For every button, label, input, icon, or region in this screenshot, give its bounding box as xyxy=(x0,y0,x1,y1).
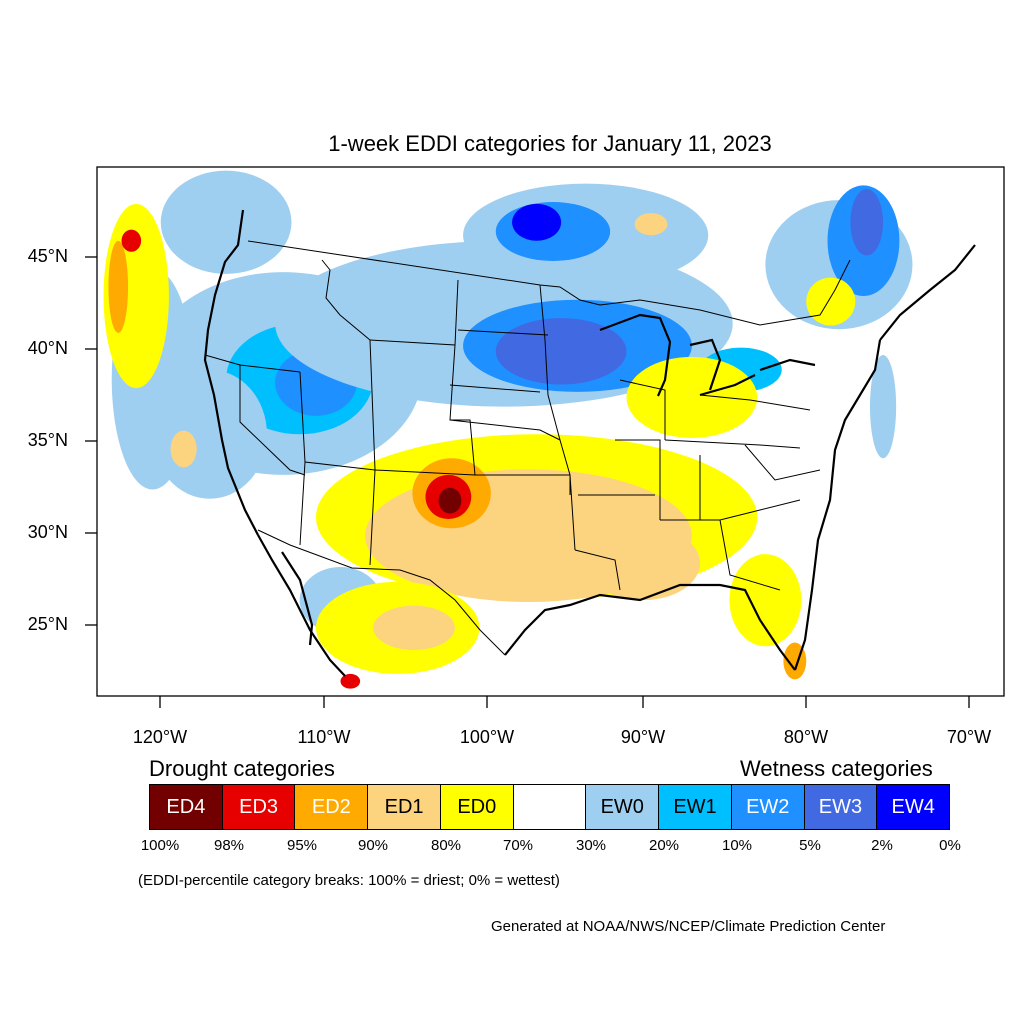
lat-label: 30°N xyxy=(27,522,68,542)
legend-cell-ew4: EW4 xyxy=(876,784,951,830)
legend-cell-ew3: EW3 xyxy=(803,784,878,830)
lon-label: 70°W xyxy=(946,727,992,747)
legend-cell-ed3: ED3 xyxy=(221,784,296,830)
legend-cell-ew2: EW2 xyxy=(730,784,805,830)
region-ed0 xyxy=(626,356,758,438)
region-ed1 xyxy=(585,526,701,601)
break-label: 80% xyxy=(430,837,462,854)
map-title: 1-week EDDI categories for January 11, 2… xyxy=(328,131,772,156)
region-ed1 xyxy=(170,430,197,468)
break-label: 30% xyxy=(575,837,607,854)
legend-cell-ew1: EW1 xyxy=(658,784,732,830)
wetness-heading: Wetness categories xyxy=(740,756,933,781)
break-label: 0% xyxy=(939,837,961,854)
lat-ticks xyxy=(85,256,97,626)
lat-label: 40°N xyxy=(27,338,68,358)
region-ed1 xyxy=(634,213,668,236)
state-boundaries xyxy=(204,240,851,656)
lon-label: 120°W xyxy=(132,727,188,747)
region-ew0 xyxy=(160,170,292,274)
lat-label: 35°N xyxy=(27,430,68,450)
break-label: 10% xyxy=(721,837,753,854)
region-ew3 xyxy=(495,318,627,385)
legend-cell-ed0: ED0 xyxy=(439,784,514,830)
break-label: 5% xyxy=(799,837,821,854)
lon-ticks xyxy=(159,696,970,708)
legend-cell-ed4: ED4 xyxy=(149,784,223,830)
legend-cell-ed1: ED1 xyxy=(367,784,441,830)
lon-label: 90°W xyxy=(620,727,666,747)
break-label: 2% xyxy=(871,837,893,854)
region-ed2 xyxy=(108,240,129,333)
legend-cell-ew0: EW0 xyxy=(585,784,660,830)
region-ew3 xyxy=(850,189,884,256)
region-ed0 xyxy=(806,277,856,326)
lon-label: 80°W xyxy=(783,727,829,747)
region-ew0 xyxy=(869,355,897,459)
break-label: 70% xyxy=(502,837,534,854)
lat-label: 45°N xyxy=(27,246,68,266)
category-legend: ED4 ED3 ED2 ED1 ED0 EW0 EW1 EW2 EW3 EW4 xyxy=(149,784,951,830)
region-ed3 xyxy=(121,229,142,252)
coastlines xyxy=(203,209,976,677)
region-ew4 xyxy=(512,203,562,241)
lon-label: 110°W xyxy=(297,727,351,747)
lon-label: 100°W xyxy=(459,727,515,747)
break-label: 95% xyxy=(286,837,318,854)
map-frame xyxy=(96,166,1005,697)
credit-line: Generated at NOAA/NWS/NCEP/Climate Predi… xyxy=(491,918,886,935)
lat-label: 25°N xyxy=(27,614,68,634)
drought-heading: Drought categories xyxy=(149,756,335,781)
region-ed0 xyxy=(729,554,802,647)
region-ed4 xyxy=(438,487,462,514)
region-ed3 xyxy=(340,673,361,689)
break-label: 20% xyxy=(648,837,680,854)
legend-cell-ed2: ED2 xyxy=(294,784,369,830)
category-note: (EDDI-percentile category breaks: 100% =… xyxy=(138,872,560,889)
break-label: 90% xyxy=(357,837,389,854)
break-label: 98% xyxy=(213,837,245,854)
legend-cell-neutral xyxy=(512,784,587,830)
region-ed1 xyxy=(373,605,455,650)
break-label: 100% xyxy=(140,837,180,854)
category-regions xyxy=(103,170,913,689)
